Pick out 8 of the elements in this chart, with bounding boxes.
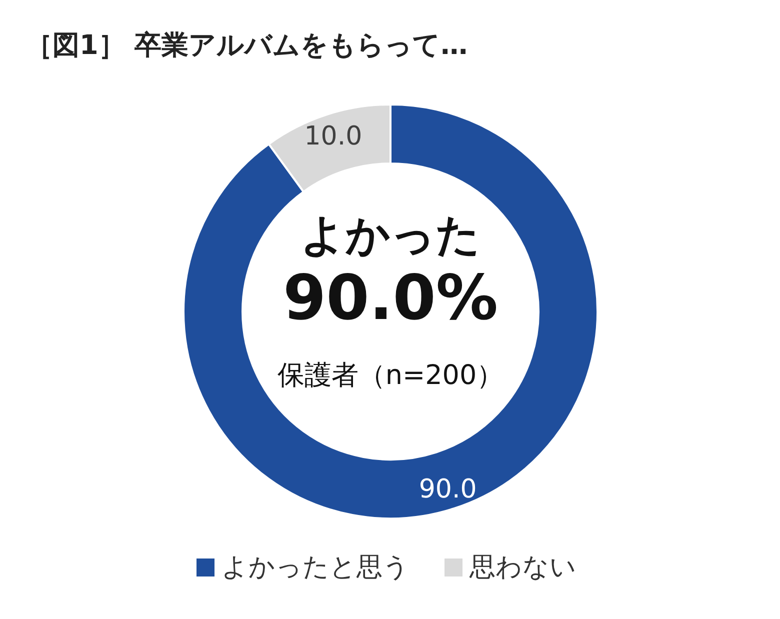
data-label: 10.0 <box>304 122 362 152</box>
legend-label: よかったと思う <box>222 552 410 582</box>
legend-label: 思わない <box>468 552 576 582</box>
text: よかった <box>300 210 480 261</box>
text: 保護者（n=200） <box>277 360 504 391</box>
chart-title: ［図1］ 卒業アルバムをもらって… <box>26 30 468 61</box>
data-label: 90.0 <box>418 474 477 504</box>
text: 90.0% <box>282 261 498 334</box>
